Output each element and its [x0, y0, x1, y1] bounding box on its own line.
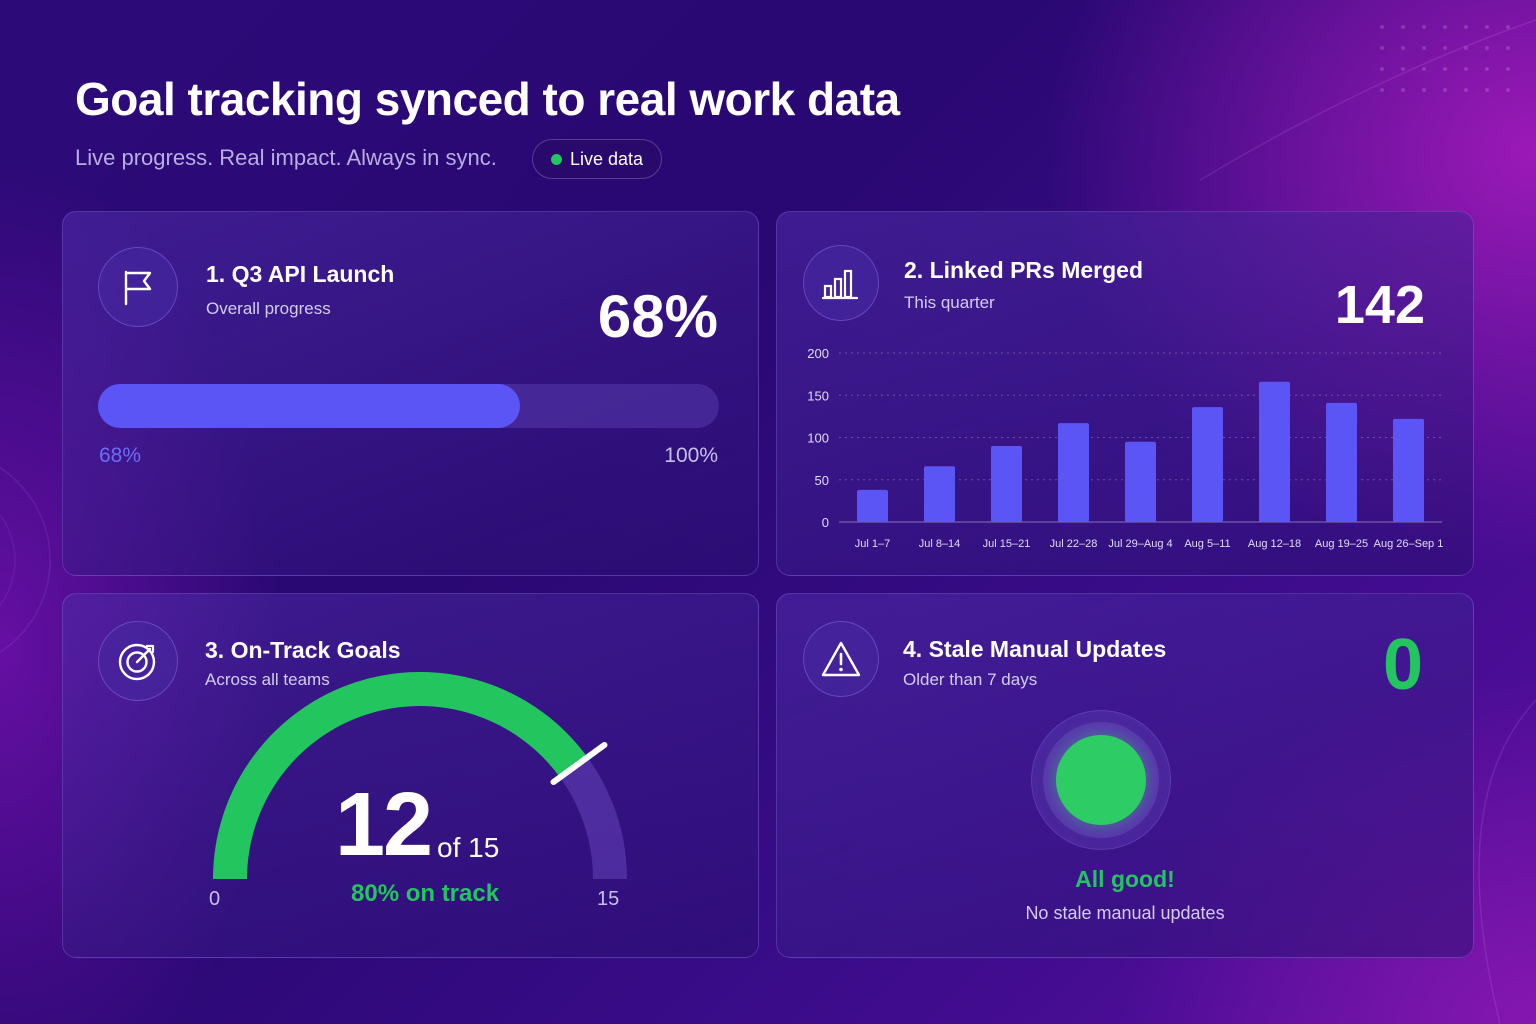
- bar: [1058, 423, 1089, 522]
- on-track-total: of 15: [437, 832, 500, 863]
- live-badge-label: Live data: [570, 148, 644, 169]
- progress-value: 68%: [597, 283, 718, 350]
- flag-icon-badge: [98, 247, 178, 327]
- x-tick-label: Jul 22–28: [1050, 538, 1098, 550]
- bar: [924, 466, 955, 522]
- gauge-max-label: 15: [597, 888, 620, 910]
- prs-bar-chart: 0 50 100 150 200 Jul 1–7 Jul 8–14 Jul 15–21 Jul …: [807, 346, 1444, 550]
- target-icon-badge: [98, 621, 178, 701]
- target-icon: [118, 643, 156, 681]
- card-subtitle: This quarter: [904, 293, 995, 312]
- stale-status-detail: No stale manual updates: [1025, 903, 1225, 923]
- gauge-min-label: 0: [209, 888, 221, 910]
- bar: [991, 445, 1022, 522]
- bar: [1393, 418, 1424, 522]
- card-subtitle: Overall progress: [206, 299, 331, 318]
- card-subtitle: Across all teams: [205, 670, 330, 689]
- goal-card-q3-api-launch[interactable]: 1. Q3 API Launch Overall progress 68% 68…: [62, 211, 759, 576]
- card-title: 4. Stale Manual Updates: [903, 636, 1167, 662]
- bar: [1259, 381, 1290, 522]
- status-indicator-dot: [1056, 735, 1146, 825]
- x-tick-label: Aug 5–11: [1184, 538, 1230, 550]
- progress-bar: [98, 384, 719, 428]
- x-tick-label: Jul 29–Aug 4: [1108, 538, 1172, 550]
- y-tick-label: 150: [807, 388, 829, 403]
- on-track-gauge: [213, 672, 627, 880]
- x-tick-label: Jul 8–14: [919, 538, 961, 550]
- x-tick-label: Aug 26–Sep 1: [1374, 538, 1444, 550]
- warning-icon: [821, 641, 861, 677]
- warning-icon-badge: [803, 621, 879, 697]
- x-tick-label: Aug 12–18: [1248, 538, 1301, 550]
- bar: [857, 489, 888, 522]
- progress-bar-fill: [98, 384, 521, 428]
- page-title: Goal tracking synced to real work data: [75, 73, 900, 125]
- gauge-fill: [213, 672, 588, 880]
- y-tick-label: 200: [807, 346, 829, 361]
- live-data-badge[interactable]: Live data: [532, 139, 663, 179]
- bar: [1192, 407, 1223, 522]
- flag-icon: [124, 270, 152, 306]
- x-tick-label: Jul 1–7: [855, 538, 890, 550]
- y-tick-label: 50: [815, 473, 829, 488]
- y-tick-label: 100: [807, 431, 829, 446]
- bar-chart-icon: [822, 269, 859, 300]
- goal-card-linked-prs[interactable]: 2. Linked PRs Merged This quarter 142 0 5…: [776, 211, 1474, 576]
- on-track-count: 12: [335, 775, 433, 875]
- page-subtitle: Live progress. Real impact. Always in sy…: [75, 145, 497, 170]
- prs-total-value: 142: [1334, 275, 1425, 335]
- x-tick-label: Aug 19–25: [1315, 538, 1368, 550]
- goal-card-stale-updates[interactable]: 4. Stale Manual Updates Older than 7 day…: [776, 593, 1474, 958]
- progress-max-label: 100%: [664, 444, 718, 467]
- on-track-percent: 80% on track: [351, 880, 500, 907]
- card-title: 3. On-Track Goals: [205, 637, 401, 663]
- card-subtitle: Older than 7 days: [903, 670, 1038, 689]
- card-title: 2. Linked PRs Merged: [904, 257, 1144, 283]
- gauge-needle: [550, 741, 608, 786]
- bar: [1326, 402, 1357, 522]
- decorative-dot-grid: [1380, 25, 1520, 105]
- card-title: 1. Q3 API Launch: [206, 261, 395, 287]
- bar: [1125, 441, 1156, 522]
- bar-chart-icon-badge: [803, 245, 879, 321]
- stale-status-label: All good!: [1075, 866, 1175, 892]
- y-tick-label: 0: [822, 515, 829, 530]
- stale-count-value: 0: [1382, 625, 1423, 705]
- live-status-dot: [551, 153, 562, 165]
- x-tick-label: Jul 15–21: [983, 538, 1031, 550]
- progress-current-label: 68%: [99, 444, 142, 467]
- goal-card-on-track[interactable]: 3. On-Track Goals Across all teams 12 of…: [62, 593, 759, 958]
